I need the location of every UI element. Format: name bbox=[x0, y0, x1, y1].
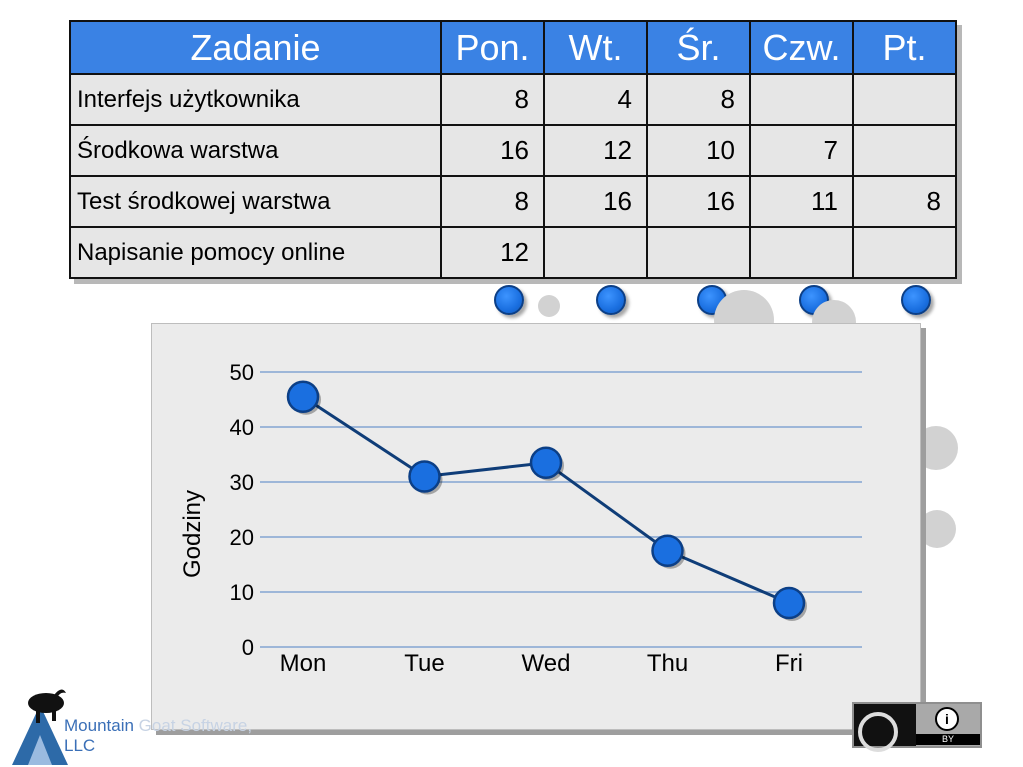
table-header-row: Zadanie Pon. Wt. Śr. Czw. Pt. bbox=[69, 20, 957, 75]
mountain-goat-logo-icon bbox=[12, 689, 68, 765]
header-day: Pt. bbox=[852, 20, 957, 75]
table-row: Napisanie pomocy online 12 bbox=[69, 226, 957, 279]
data-point bbox=[286, 380, 320, 413]
hours-cell: 16 bbox=[543, 175, 648, 228]
hours-cell: 12 bbox=[440, 226, 545, 279]
header-task: Zadanie bbox=[69, 20, 442, 75]
hours-cell: 12 bbox=[543, 124, 648, 177]
hours-cell: 16 bbox=[440, 124, 545, 177]
hours-cell: 4 bbox=[543, 73, 648, 126]
series-points bbox=[286, 380, 807, 621]
hours-cell bbox=[852, 226, 957, 279]
task-hours-table: Zadanie Pon. Wt. Śr. Czw. Pt. Interfejs … bbox=[69, 20, 957, 279]
creative-commons-by-icon: i BY bbox=[852, 702, 982, 752]
y-tick-label: 10 bbox=[230, 580, 254, 605]
hours-cell bbox=[852, 73, 957, 126]
x-tick-label: Mon bbox=[280, 650, 327, 677]
header-day: Czw. bbox=[749, 20, 854, 75]
header-day: Pon. bbox=[440, 20, 545, 75]
hours-cell: 11 bbox=[749, 175, 854, 228]
company-name-line1: Mountain bbox=[64, 716, 134, 735]
task-name-cell: Napisanie pomocy online bbox=[69, 226, 442, 279]
hours-cell bbox=[749, 73, 854, 126]
decorative-gray-dot bbox=[918, 510, 956, 548]
decorative-blue-dot bbox=[494, 285, 524, 315]
y-tick-label: 0 bbox=[242, 635, 254, 660]
y-axis-label: Godziny bbox=[179, 490, 206, 578]
line-chart: 0 10 20 30 40 50 Mon Tue Wed Thu Fri Godziny bbox=[179, 360, 862, 677]
decorative-gray-dot bbox=[538, 295, 560, 317]
table-row: Środkowa warstwa 16 12 10 7 bbox=[69, 124, 957, 177]
y-tick-label: 50 bbox=[230, 360, 254, 385]
data-point bbox=[408, 460, 441, 493]
y-axis-ticks: 0 10 20 30 40 50 bbox=[230, 360, 254, 660]
hours-cell bbox=[543, 226, 648, 279]
header-day: Wt. bbox=[543, 20, 648, 75]
company-name-line2: LLC bbox=[64, 736, 96, 755]
x-tick-label: Fri bbox=[775, 650, 803, 677]
data-point bbox=[651, 534, 684, 567]
hours-cell: 8 bbox=[440, 175, 545, 228]
hours-cell bbox=[646, 226, 751, 279]
decorative-blue-dot bbox=[596, 285, 626, 315]
license-label: BY bbox=[916, 734, 980, 745]
header-day: Śr. bbox=[646, 20, 751, 75]
task-name-cell: Test środkowej warstwa bbox=[69, 175, 442, 228]
hours-cell bbox=[749, 226, 854, 279]
decorative-gray-dot bbox=[914, 426, 958, 470]
table-row: Test środkowej warstwa 8 16 16 11 8 bbox=[69, 175, 957, 228]
y-tick-label: 30 bbox=[230, 470, 254, 495]
y-tick-label: 40 bbox=[230, 415, 254, 440]
hours-cell: 8 bbox=[852, 175, 957, 228]
burndown-chart-panel: 0 10 20 30 40 50 Mon Tue Wed Thu Fri Godziny bbox=[151, 323, 921, 730]
hours-cell bbox=[852, 124, 957, 177]
table-row: Interfejs użytkownika 8 4 8 bbox=[69, 73, 957, 126]
decorative-blue-dot bbox=[901, 285, 931, 315]
person-icon: i bbox=[935, 707, 959, 731]
hours-cell: 8 bbox=[440, 73, 545, 126]
y-tick-label: 20 bbox=[230, 525, 254, 550]
hours-cell: 7 bbox=[749, 124, 854, 177]
grid-lines bbox=[260, 371, 862, 648]
cc-attribution-panel: i BY bbox=[916, 704, 980, 746]
x-tick-label: Tue bbox=[404, 650, 444, 677]
x-axis-ticks: Mon Tue Wed Thu Fri bbox=[280, 650, 803, 677]
hours-cell: 8 bbox=[646, 73, 751, 126]
company-name: Mountain Goat Software, LLC bbox=[64, 716, 314, 756]
data-point bbox=[772, 586, 806, 620]
hours-cell: 10 bbox=[646, 124, 751, 177]
cc-circle-icon bbox=[858, 712, 898, 752]
x-tick-label: Thu bbox=[647, 650, 688, 677]
data-point bbox=[529, 446, 563, 479]
x-tick-label: Wed bbox=[522, 650, 571, 677]
task-name-cell: Środkowa warstwa bbox=[69, 124, 442, 177]
hours-cell: 16 bbox=[646, 175, 751, 228]
company-name-line1-faded: Goat Software, bbox=[133, 716, 253, 735]
task-name-cell: Interfejs użytkownika bbox=[69, 73, 442, 126]
